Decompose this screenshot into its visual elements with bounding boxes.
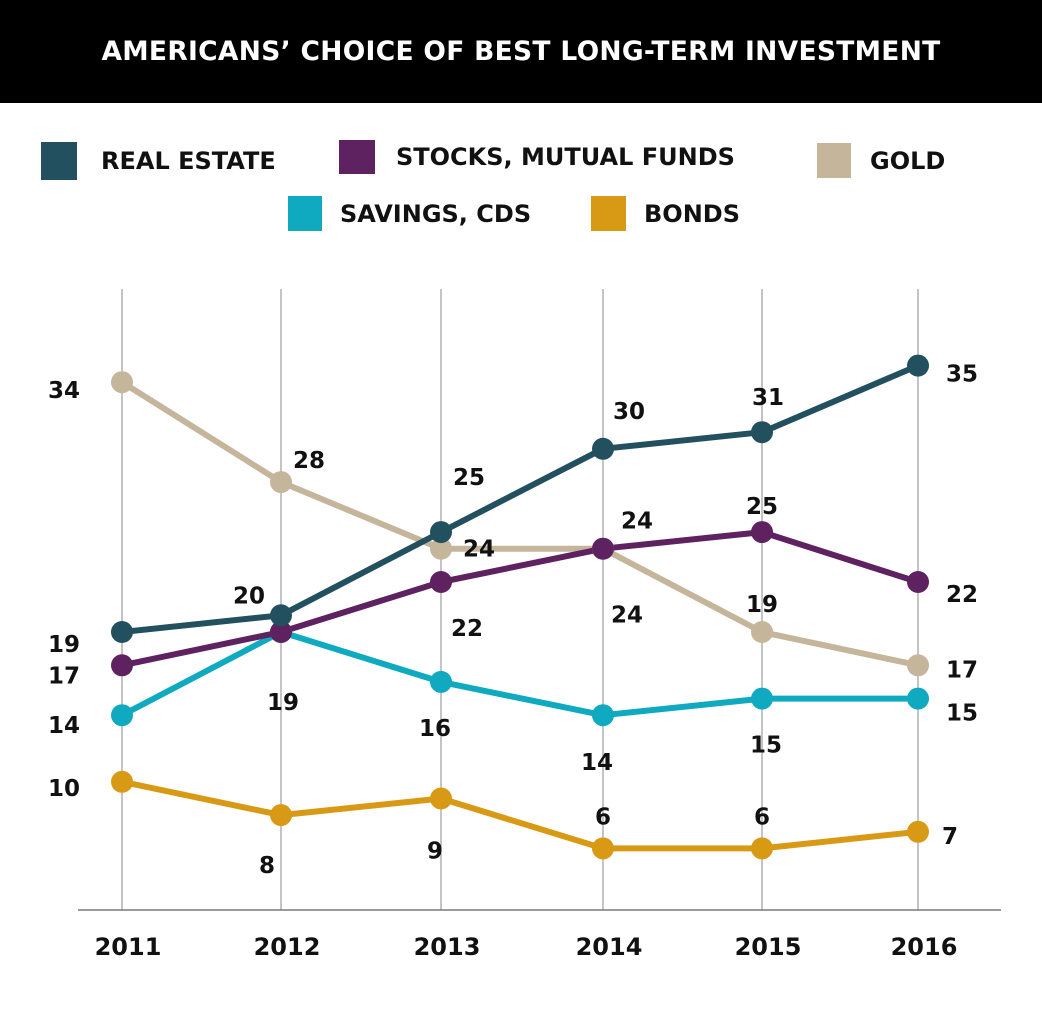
data-label-bonds-2011: 10 [48, 776, 80, 802]
legend-item-savings: SAVINGS, CDS [288, 196, 531, 231]
point-bonds-2016 [907, 820, 929, 843]
data-label-savings-cds-2014: 14 [581, 750, 613, 776]
point-real-estate-2014 [592, 437, 614, 460]
x-tick-2013: 2013 [414, 933, 481, 961]
legend-swatch-stocks [339, 140, 375, 174]
legend-label-savings: SAVINGS, CDS [340, 199, 532, 228]
data-label-gold-2011: 34 [48, 378, 80, 404]
data-labels: 19 20 25 30 31 35 17 22 24 25 22 34 28 24 24 19 17 14 19 16… [48, 362, 978, 880]
point-stocks-mutual-funds-2015 [751, 521, 773, 544]
legend-item-real-estate: REAL ESTATE [41, 142, 276, 180]
data-label-savings-cds-2013: 16 [419, 716, 451, 742]
series-line-real-estate [121, 362, 920, 635]
point-gold-2012 [270, 471, 292, 494]
point-gold-2016 [907, 654, 929, 677]
data-label-gold-2012: 28 [293, 448, 325, 474]
data-label-gold-2016: 17 [946, 657, 978, 683]
legend-item-bonds: BONDS [591, 196, 740, 231]
point-bonds-2014 [592, 837, 614, 860]
x-tick-2016: 2016 [891, 933, 958, 961]
point-bonds-2013 [430, 787, 452, 810]
legend-label-real-estate: REAL ESTATE [101, 147, 276, 175]
point-savings-cds-2013 [430, 670, 452, 693]
series-line-bonds [121, 778, 919, 852]
legend-label-gold: GOLD [870, 146, 946, 175]
data-label-bonds-2014: 6 [595, 804, 611, 830]
point-stocks-mutual-funds-2013 [430, 571, 452, 593]
point-bonds-2012 [270, 804, 292, 827]
x-tick-labels: 2011 2012 2013 2014 2015 2016 [95, 933, 958, 961]
title-bar: AMERICANS’ CHOICE OF BEST LONG-TERM INVE… [0, 0, 1042, 103]
point-bonds-2011 [111, 770, 133, 793]
x-tick-2011: 2011 [95, 933, 162, 961]
series-line-stocks-mutual-funds [121, 529, 919, 669]
point-stocks-mutual-funds-2014 [592, 537, 614, 560]
data-label-savings-cds-2012: 19 [267, 690, 299, 716]
data-label-bonds-2015: 6 [754, 804, 770, 830]
point-stocks-mutual-funds-2016 [907, 571, 929, 593]
legend-swatch-gold [817, 143, 851, 178]
legend-swatch-savings [288, 196, 322, 231]
data-label-stocks-mutual-funds-2011: 17 [48, 663, 80, 689]
data-label-real-estate-2012: 20 [233, 583, 265, 609]
data-label-bonds-2012: 8 [259, 853, 275, 879]
data-label-real-estate-2015: 31 [752, 385, 784, 411]
point-gold-2013 [430, 537, 452, 560]
series-line-gold [120, 379, 919, 669]
x-tick-2014: 2014 [576, 933, 643, 961]
data-label-real-estate-2011: 19 [48, 632, 80, 658]
point-savings-cds-2015 [751, 687, 773, 710]
point-savings-cds-2014 [592, 704, 614, 727]
x-tick-2012: 2012 [254, 933, 321, 961]
data-label-real-estate-2016: 35 [946, 362, 978, 388]
series-line-savings-cds [120, 629, 918, 719]
series-lines [120, 362, 920, 852]
point-stocks-mutual-funds-2012 [270, 621, 292, 643]
legend-label-bonds: BONDS [644, 199, 740, 228]
chart-title: AMERICANS’ CHOICE OF BEST LONG-TERM INVE… [101, 36, 941, 67]
data-label-savings-cds-2015: 15 [750, 733, 782, 759]
point-real-estate-2015 [751, 421, 773, 444]
legend-item-gold: GOLD [817, 143, 945, 178]
point-gold-2011 [111, 371, 133, 394]
point-savings-cds-2011 [111, 704, 133, 727]
series-points [111, 354, 929, 860]
point-real-estate-2012 [270, 604, 292, 627]
legend-label-stocks: STOCKS, MUTUAL FUNDS [396, 143, 735, 171]
point-bonds-2015 [751, 837, 773, 860]
data-label-stocks-mutual-funds-2015: 25 [746, 494, 778, 520]
data-label-real-estate-2013: 25 [453, 465, 485, 491]
data-label-stocks-mutual-funds-2016: 22 [946, 582, 978, 608]
point-real-estate-2011 [111, 621, 133, 643]
point-gold-2015 [751, 621, 773, 643]
data-label-savings-cds-2011: 14 [48, 713, 80, 739]
point-stocks-mutual-funds-2011 [111, 654, 133, 677]
point-real-estate-2016 [907, 354, 929, 377]
legend-swatch-real-estate [41, 142, 77, 180]
data-label-bonds-2016: 7 [942, 824, 958, 850]
data-label-real-estate-2014: 30 [613, 399, 645, 425]
point-savings-cds-2016 [907, 687, 929, 710]
point-real-estate-2013 [430, 521, 452, 544]
data-label-gold-2015: 19 [746, 592, 778, 618]
data-label-bonds-2013: 9 [427, 838, 443, 864]
x-tick-2015: 2015 [735, 933, 802, 961]
legend-swatch-bonds [591, 196, 626, 231]
data-label-gold-2014: 24 [611, 603, 643, 629]
data-label-gold-2013: 24 [463, 537, 495, 563]
data-label-stocks-mutual-funds-2013: 22 [451, 616, 483, 642]
data-label-savings-cds-2016: 15 [946, 701, 978, 727]
legend-item-stocks: STOCKS, MUTUAL FUNDS [339, 140, 735, 174]
data-label-stocks-mutual-funds-2014: 24 [621, 509, 653, 535]
